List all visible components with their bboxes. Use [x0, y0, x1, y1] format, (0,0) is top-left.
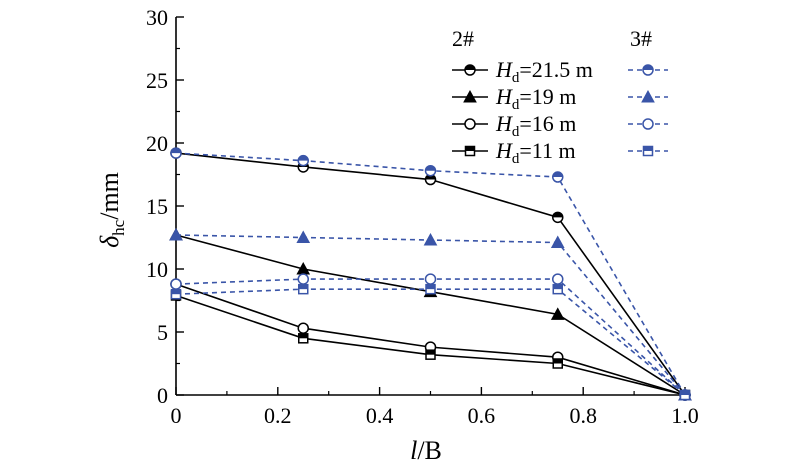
marker-fill [553, 359, 563, 364]
y-axis-title-rest: /mm [95, 172, 124, 220]
data-point [425, 283, 436, 295]
x-tick-label: 0.8 [569, 403, 597, 428]
y-axis-title-symbol: δ [95, 235, 124, 248]
marker-fill [643, 65, 653, 70]
series-line [175, 234, 686, 396]
legend-marker-3 [642, 64, 654, 76]
data-point [297, 154, 309, 167]
marker-fill [552, 212, 563, 218]
legend-marker-3 [642, 118, 654, 130]
data-point [424, 164, 437, 177]
legend-marker-2 [464, 145, 476, 157]
marker-fill [426, 284, 435, 290]
axes-layer: 0 5 10 15 20 25 30 0 0.2 0.4 0.6 0.8 1.0 [146, 5, 699, 428]
series-layer [169, 147, 692, 401]
legend-label-sub: d [512, 151, 520, 167]
y-axis-title: δhc/mm [95, 172, 128, 248]
legend: 2# 3# Hd=21.5 mHd=19 mHd=16 mHd=11 m [452, 26, 668, 167]
data-point [169, 227, 183, 241]
legend-label-prefix: H [495, 57, 513, 82]
y-tick-label: 0 [157, 383, 168, 408]
legend-label: Hd=16 m [495, 111, 576, 140]
data-point [170, 278, 182, 290]
marker-fill [552, 172, 563, 178]
marker-fill [298, 284, 308, 290]
series-2-2 [170, 278, 691, 401]
data-point [552, 211, 564, 224]
legend-marker-2 [464, 64, 476, 76]
series-line [175, 283, 686, 396]
marker-fill [298, 155, 309, 161]
data-point [296, 230, 311, 243]
data-point [552, 171, 564, 183]
legend-label-prefix: H [495, 138, 513, 163]
marker-fill [171, 148, 181, 154]
data-point [552, 283, 563, 295]
legend-label-value: =11 m [519, 138, 575, 163]
y-tick-label: 30 [146, 5, 168, 30]
data-point [298, 333, 309, 344]
series-3-3 [170, 283, 691, 401]
legend-label-value: =16 m [519, 111, 576, 136]
legend-label-sub: d [512, 97, 520, 113]
legend-group-3-header: 3# [630, 26, 652, 51]
data-point [425, 349, 436, 360]
x-tick-label: 0 [171, 403, 182, 428]
data-point [550, 307, 565, 320]
y-tick-label: 20 [146, 131, 168, 156]
data-point [550, 235, 565, 249]
y-tick-label: 5 [157, 320, 168, 345]
x-tick-label: 0.6 [468, 403, 496, 428]
marker-fill [553, 284, 563, 290]
series-line [175, 234, 686, 396]
legend-label-sub: d [512, 70, 520, 86]
marker-fill [643, 146, 653, 151]
marker-fill [465, 65, 475, 70]
data-point [297, 273, 309, 285]
y-tick-label: 25 [146, 68, 168, 93]
x-axis-title-rest: /B [417, 436, 442, 465]
axis-titles: l/B δhc/mm [95, 172, 442, 465]
data-point [170, 288, 182, 300]
x-axis-title-italic: l [410, 436, 417, 465]
data-point [297, 322, 309, 334]
legend-label: Hd=11 m [495, 138, 576, 167]
legend-label-value: =21.5 m [519, 57, 593, 82]
marker-fill [425, 165, 436, 171]
marker-fill [298, 333, 308, 339]
legend-marker-3 [642, 145, 654, 157]
legend-label-value: =19 m [519, 84, 576, 109]
legend-group-2-header: 2# [452, 26, 474, 51]
data-point [552, 358, 563, 369]
data-point [679, 389, 691, 401]
marker-fill [426, 350, 435, 355]
data-point [423, 232, 438, 246]
x-tick-label: 1.0 [671, 403, 699, 428]
marker-fill [680, 390, 690, 395]
y-axis-title-sub: hc [109, 219, 128, 236]
marker-fill [171, 289, 181, 295]
legend-label: Hd=19 m [495, 84, 576, 113]
y-tick-label: 10 [146, 257, 168, 282]
x-tick-label: 0.2 [264, 403, 292, 428]
marker-fill [465, 146, 475, 151]
legend-label-sub: d [512, 124, 520, 140]
legend-marker-3 [641, 89, 655, 103]
legend-label-prefix: H [495, 84, 513, 109]
legend-marker-2 [463, 89, 477, 103]
data-point [298, 283, 309, 295]
data-point [552, 273, 564, 285]
x-axis-title: l/B [410, 436, 442, 465]
legend-marker-2 [464, 118, 476, 130]
x-tick-label: 0.4 [366, 403, 394, 428]
legend-label-prefix: H [495, 111, 513, 136]
data-point [170, 147, 182, 159]
y-tick-label: 15 [146, 194, 168, 219]
legend-label: Hd=21.5 m [495, 57, 593, 86]
data-point [424, 273, 437, 285]
